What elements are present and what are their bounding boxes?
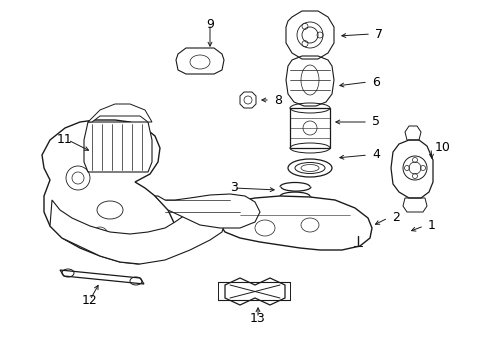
Text: 6: 6: [371, 76, 379, 89]
Polygon shape: [42, 120, 175, 264]
Polygon shape: [155, 194, 260, 228]
Polygon shape: [84, 122, 152, 172]
Text: 9: 9: [205, 18, 214, 31]
Text: 5: 5: [371, 116, 379, 129]
Text: 4: 4: [371, 148, 379, 162]
Text: 3: 3: [230, 181, 238, 194]
Polygon shape: [60, 270, 143, 284]
Text: 8: 8: [273, 94, 282, 107]
Text: 1: 1: [427, 220, 435, 233]
Polygon shape: [218, 196, 371, 250]
Polygon shape: [88, 104, 152, 122]
Text: 12: 12: [82, 293, 98, 306]
Text: 13: 13: [250, 311, 265, 324]
Polygon shape: [50, 200, 224, 264]
Polygon shape: [224, 278, 285, 305]
Text: 10: 10: [434, 141, 450, 154]
Text: 7: 7: [374, 27, 382, 40]
Text: 2: 2: [391, 211, 399, 225]
Text: 11: 11: [56, 134, 72, 147]
